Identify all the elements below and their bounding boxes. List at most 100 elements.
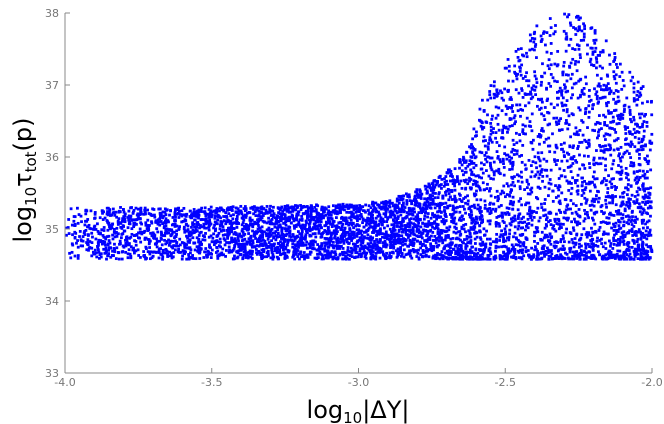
data-point	[488, 90, 492, 93]
data-point	[87, 223, 91, 227]
data-point	[543, 168, 547, 172]
data-point	[449, 250, 452, 253]
data-point	[638, 156, 641, 160]
data-point	[587, 94, 591, 98]
data-point	[500, 245, 503, 249]
data-point	[650, 132, 654, 136]
data-point	[220, 220, 224, 224]
data-point	[344, 205, 348, 209]
data-point	[438, 206, 442, 210]
data-point	[568, 180, 571, 184]
data-point	[603, 148, 607, 152]
data-point	[406, 222, 410, 226]
data-point	[258, 235, 262, 239]
data-point	[552, 224, 555, 228]
data-point	[516, 47, 520, 51]
data-point	[553, 79, 557, 83]
data-point	[328, 211, 332, 214]
data-point	[474, 231, 478, 235]
data-point	[574, 210, 578, 214]
data-point	[571, 176, 575, 180]
data-point	[427, 220, 431, 223]
data-point	[612, 75, 616, 78]
data-point	[260, 207, 263, 211]
data-point	[575, 160, 579, 164]
data-point	[497, 197, 500, 201]
data-point	[565, 99, 569, 102]
data-point	[139, 240, 143, 244]
data-point	[488, 138, 492, 142]
data-point	[559, 247, 563, 251]
data-point	[600, 242, 604, 245]
data-point	[612, 119, 616, 123]
data-point	[113, 235, 117, 239]
data-point	[351, 242, 355, 246]
data-point	[505, 206, 509, 210]
data-point	[190, 225, 193, 229]
data-point	[254, 221, 257, 225]
data-point	[143, 206, 147, 210]
data-point	[107, 222, 111, 226]
data-point	[303, 257, 306, 261]
data-point	[549, 73, 553, 76]
data-point	[625, 176, 628, 180]
data-point	[385, 203, 388, 207]
data-point	[329, 210, 333, 214]
data-point	[604, 115, 607, 119]
data-point	[135, 222, 138, 226]
data-point	[622, 202, 625, 206]
data-point	[141, 230, 144, 234]
data-point	[546, 239, 550, 242]
data-point	[276, 232, 280, 236]
data-point	[399, 246, 403, 249]
data-point	[207, 208, 211, 211]
data-point	[91, 250, 95, 254]
data-point	[440, 186, 443, 190]
data-point	[378, 256, 382, 260]
data-point	[87, 248, 90, 252]
data-point	[620, 169, 624, 173]
data-point	[314, 227, 318, 231]
data-point	[513, 114, 517, 118]
data-point	[556, 249, 560, 253]
data-point	[256, 238, 260, 242]
data-point	[234, 239, 238, 243]
data-point	[536, 151, 540, 155]
data-point	[233, 244, 237, 248]
data-point	[443, 180, 447, 184]
data-point	[446, 168, 450, 172]
data-point	[407, 209, 411, 213]
data-point	[597, 250, 600, 254]
data-point	[634, 221, 637, 224]
data-point	[551, 199, 555, 203]
data-point	[255, 252, 259, 256]
data-point	[559, 211, 563, 214]
data-point	[180, 220, 184, 224]
data-point	[635, 103, 639, 107]
data-point	[404, 225, 408, 229]
data-point	[604, 132, 608, 136]
data-point	[260, 225, 264, 229]
data-point	[622, 190, 626, 194]
data-point	[622, 230, 626, 234]
data-point	[555, 90, 559, 94]
data-point	[396, 221, 399, 225]
data-point	[643, 114, 646, 118]
data-point	[461, 205, 465, 208]
data-point	[609, 146, 613, 150]
data-point	[604, 247, 608, 250]
data-point	[101, 211, 104, 215]
data-point	[518, 233, 522, 237]
data-point	[629, 140, 633, 144]
data-point	[409, 254, 412, 258]
data-point	[121, 232, 125, 236]
data-point	[70, 250, 74, 254]
data-point	[480, 221, 483, 225]
data-point	[160, 237, 163, 241]
data-point	[185, 222, 188, 226]
data-point	[360, 215, 364, 219]
data-point	[260, 255, 263, 259]
data-point	[489, 163, 492, 167]
data-point	[364, 210, 367, 214]
data-point	[627, 245, 631, 249]
